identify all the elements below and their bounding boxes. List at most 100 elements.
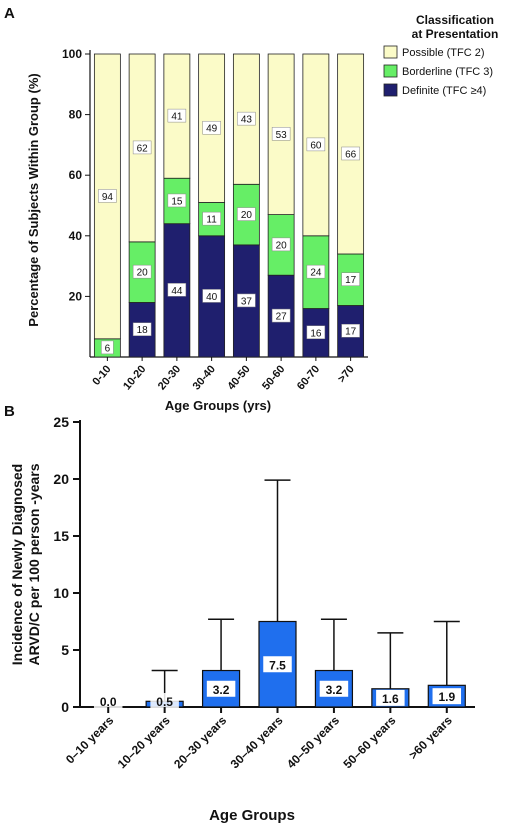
data-label-box xyxy=(150,693,179,709)
data-label-box xyxy=(202,289,221,303)
legend-label: Borderline (TFC 3) xyxy=(402,66,493,78)
data-label-box xyxy=(237,111,256,126)
data-label-box xyxy=(271,308,291,323)
x-tick-label: 40–50 years xyxy=(284,713,342,771)
panel-a-x-axis-title: Age Groups (yrs) xyxy=(165,398,271,413)
legend-title-line-1: Classification xyxy=(416,13,494,27)
data-label: 16 xyxy=(310,328,322,339)
data-label-box xyxy=(306,325,326,340)
data-label-box xyxy=(132,264,152,279)
panel-a-y-ticks: 20 40 60 80 100 xyxy=(62,47,90,303)
data-label: 18 xyxy=(137,325,149,336)
legend-swatch xyxy=(383,45,398,59)
panel-a-legend: Classification at Presentation Possible … xyxy=(383,13,499,97)
data-label: 27 xyxy=(276,312,288,323)
y-tick-label: 25 xyxy=(53,414,69,430)
legend-entries: Possible (TFC 2) Borderline (TFC 3) Defini… xyxy=(383,45,493,97)
data-label: 41 xyxy=(171,112,183,123)
data-label-box xyxy=(98,189,117,203)
data-label-box xyxy=(341,272,360,286)
data-label: 17 xyxy=(345,327,357,338)
data-label-box xyxy=(206,680,236,697)
legend-title-line-2: at Presentation xyxy=(412,27,499,41)
data-label: 1.6 xyxy=(382,692,399,706)
data-label: 44 xyxy=(171,286,183,297)
data-label: 37 xyxy=(241,296,253,307)
y-tick-label: 100 xyxy=(62,47,82,61)
data-label-box xyxy=(93,693,123,709)
data-label-box xyxy=(432,688,462,705)
data-label-box xyxy=(237,293,256,308)
x-tick-label: 10-20 xyxy=(121,363,148,392)
panel-a-x-ticks: 0-10 10-20 20-30 30-40 40-50 50-60 60-70 >70 xyxy=(90,357,357,392)
data-label-box xyxy=(271,127,291,141)
panel-b-bars: 0.0 0.5 3.2 7.5 3.2 1.6 1.9 xyxy=(93,620,466,709)
panel-b-error-bars xyxy=(151,479,460,702)
data-label: 20 xyxy=(241,210,253,221)
data-label: 66 xyxy=(345,149,357,160)
data-label-box xyxy=(271,237,291,252)
x-tick-label: 50-60 xyxy=(260,363,287,392)
data-label-box xyxy=(263,656,292,673)
y-tick-label: 0 xyxy=(61,699,69,715)
x-tick-label: 30-40 xyxy=(191,363,218,392)
data-label-box xyxy=(167,283,187,297)
x-tick-label: 50–60 years xyxy=(340,713,398,771)
x-tick-label: >60 years xyxy=(406,713,455,762)
x-tick-label: >70 xyxy=(336,363,357,385)
x-tick-label: 20-30 xyxy=(156,363,183,392)
data-label: 3.2 xyxy=(213,683,230,697)
y-tick-label: 40 xyxy=(69,229,83,243)
y-tick-label: 15 xyxy=(53,528,69,544)
data-label-box xyxy=(306,264,326,279)
data-label: 7.5 xyxy=(269,658,286,672)
data-label-box xyxy=(376,689,405,706)
y-tick-label: 20 xyxy=(53,471,69,487)
data-label: 15 xyxy=(171,196,183,207)
y-tick-label: 80 xyxy=(69,108,83,122)
data-label: 94 xyxy=(102,192,114,203)
data-label: 53 xyxy=(276,130,288,141)
data-label: 17 xyxy=(345,275,357,286)
panel-b-letter: B xyxy=(4,403,15,420)
x-tick-label: 10–20 years xyxy=(115,713,173,771)
x-tick-label: 40-50 xyxy=(225,363,252,392)
data-label: 60 xyxy=(310,140,322,151)
y-axis-title-line: ARVD/C per 100 person -years xyxy=(26,463,42,665)
data-label: 3.2 xyxy=(326,683,343,697)
data-label-box xyxy=(202,120,221,135)
data-label: 11 xyxy=(206,215,217,226)
y-axis-title-line: Incidence of Newly Diagnosed xyxy=(9,464,25,666)
data-label: 0.5 xyxy=(156,695,173,709)
legend-label: Possible (TFC 2) xyxy=(402,47,485,59)
legend-label: Definite (TFC ≥4) xyxy=(402,85,486,97)
data-label-box xyxy=(237,207,256,221)
panel-a-chart: A 69418206244154140114937204327205316246… xyxy=(4,5,498,413)
data-label: 0.0 xyxy=(100,695,117,709)
data-label: 6 xyxy=(105,343,111,354)
data-label: 49 xyxy=(206,124,218,135)
legend-swatch xyxy=(383,64,398,78)
data-label-box xyxy=(319,680,349,697)
panel-a-y-axis-title: Percentage of Subjects Within Group (%) xyxy=(26,73,41,326)
x-tick-label: 0-10 xyxy=(90,363,113,388)
y-tick-label: 10 xyxy=(53,585,69,601)
panel-b-chart: B 0.0 0.5 3.2 7.5 3.2 1.6 1.9 0 5 10 15 20 25 0–10 … xyxy=(4,403,475,824)
data-label: 40 xyxy=(206,292,218,303)
panel-a-letter: A xyxy=(4,5,15,22)
y-tick-label: 5 xyxy=(61,642,69,658)
data-label: 43 xyxy=(241,115,253,126)
data-label-box xyxy=(167,108,187,123)
data-label: 20 xyxy=(276,240,288,251)
y-tick-label: 20 xyxy=(69,289,83,303)
data-label: 24 xyxy=(310,268,322,279)
data-label-box xyxy=(306,137,326,152)
panel-b-y-ticks: 0 5 10 15 20 25 xyxy=(53,414,80,715)
data-label-box xyxy=(167,193,187,208)
data-label-box xyxy=(132,140,152,155)
data-label: 20 xyxy=(137,268,149,279)
x-tick-label: 0–10 years xyxy=(63,713,117,767)
data-label-box xyxy=(202,211,221,226)
